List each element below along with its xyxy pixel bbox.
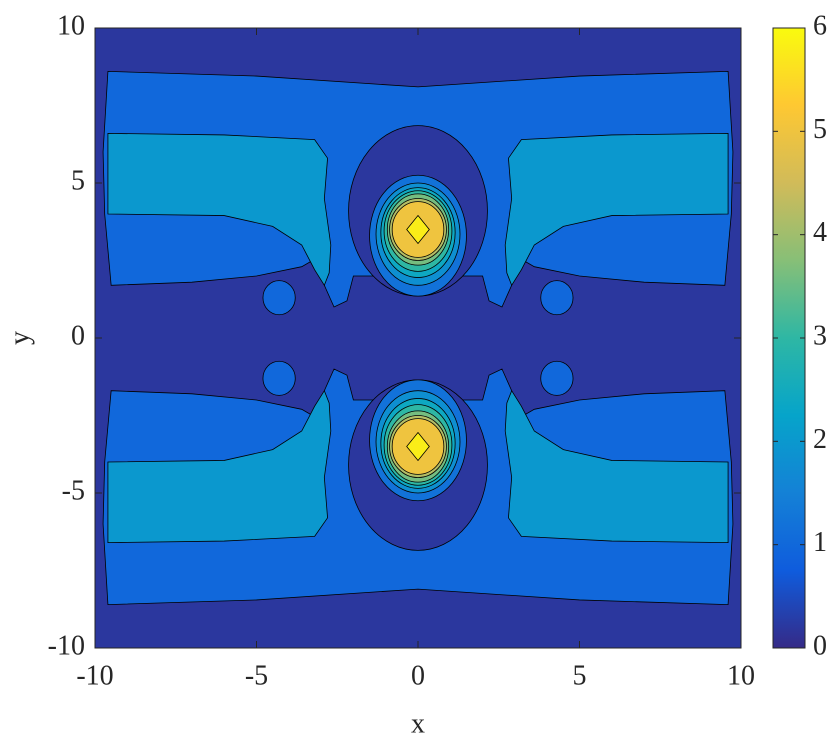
contour-region bbox=[540, 360, 574, 396]
colorbar-tick-label: 5 bbox=[813, 114, 827, 145]
y-tick-label: -5 bbox=[62, 475, 85, 506]
x-tick-label: 10 bbox=[727, 660, 755, 691]
contour-region bbox=[107, 389, 332, 544]
y-tick-label: 10 bbox=[57, 10, 85, 41]
colorbar-tick-label: 1 bbox=[813, 527, 827, 558]
y-axis-label: y bbox=[4, 331, 35, 345]
x-tick-label: 5 bbox=[573, 660, 587, 691]
colorbar-tick-label: 4 bbox=[813, 217, 827, 248]
contour-region bbox=[262, 280, 296, 316]
x-axis-label: x bbox=[411, 708, 425, 739]
colorbar-tick-label: 0 bbox=[813, 630, 827, 661]
x-tick-label: -10 bbox=[76, 660, 113, 691]
contour-region bbox=[504, 132, 729, 287]
colorbar-tick-label: 2 bbox=[813, 424, 827, 455]
contour-region bbox=[107, 132, 332, 287]
colorbar-tick-label: 6 bbox=[813, 10, 827, 41]
contour-region bbox=[540, 280, 574, 316]
colorbar-tick-label: 3 bbox=[813, 320, 827, 351]
contour-region bbox=[504, 389, 729, 544]
contour-region bbox=[262, 360, 296, 396]
plot-area bbox=[95, 28, 741, 648]
y-tick-label: -10 bbox=[48, 630, 85, 661]
x-tick-label: -5 bbox=[245, 660, 268, 691]
contour-region bbox=[406, 431, 430, 462]
x-tick-label: 0 bbox=[411, 660, 425, 691]
y-tick-label: 5 bbox=[71, 165, 85, 196]
contour-region bbox=[406, 214, 430, 245]
y-tick-label: 0 bbox=[71, 320, 85, 351]
